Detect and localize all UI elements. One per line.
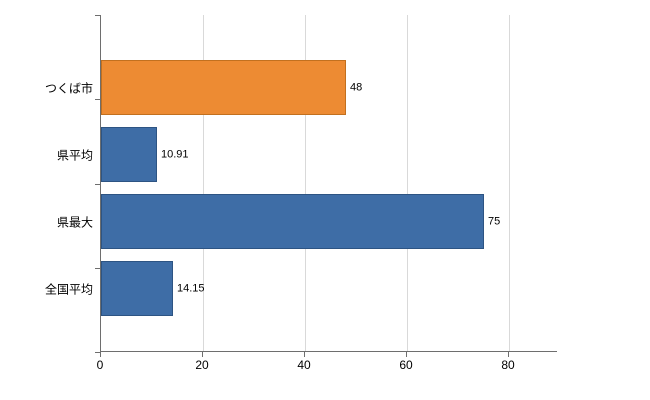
- y-axis-tick: [95, 184, 100, 185]
- y-axis-label: 全国平均: [44, 282, 93, 296]
- x-axis-tick: [100, 352, 101, 357]
- bar-value-label: 48: [350, 81, 363, 93]
- bar-value-label: 14.15: [177, 282, 205, 294]
- x-tick-label: 60: [399, 358, 413, 372]
- gridline: [407, 15, 408, 351]
- y-axis-label: 県平均: [56, 148, 93, 162]
- gridline: [305, 15, 306, 351]
- gridline: [509, 15, 510, 351]
- y-axis-label: 県最大: [56, 215, 93, 229]
- x-axis-tick: [406, 352, 407, 357]
- bar-4: [101, 261, 173, 316]
- x-tick-label: 40: [297, 358, 311, 372]
- x-tick-label: 20: [195, 358, 209, 372]
- plot-area: 48 10.91 75 14.15: [100, 15, 557, 352]
- y-axis-tick: [95, 352, 100, 353]
- x-tick-label: 80: [501, 358, 515, 372]
- y-axis-tick: [95, 99, 100, 100]
- bar-1: [101, 60, 346, 115]
- bar-3: [101, 194, 484, 249]
- y-axis-label: つくば市: [44, 81, 93, 95]
- x-axis-tick: [304, 352, 305, 357]
- bar-2: [101, 127, 157, 182]
- x-tick-label: 0: [96, 358, 104, 372]
- bar-value-label: 10.91: [161, 148, 189, 160]
- x-axis-tick: [508, 352, 509, 357]
- bar-value-label: 75: [488, 215, 501, 227]
- gridline: [203, 15, 204, 351]
- x-axis-tick: [202, 352, 203, 357]
- y-axis-tick: [95, 15, 100, 16]
- y-axis-tick: [95, 268, 100, 269]
